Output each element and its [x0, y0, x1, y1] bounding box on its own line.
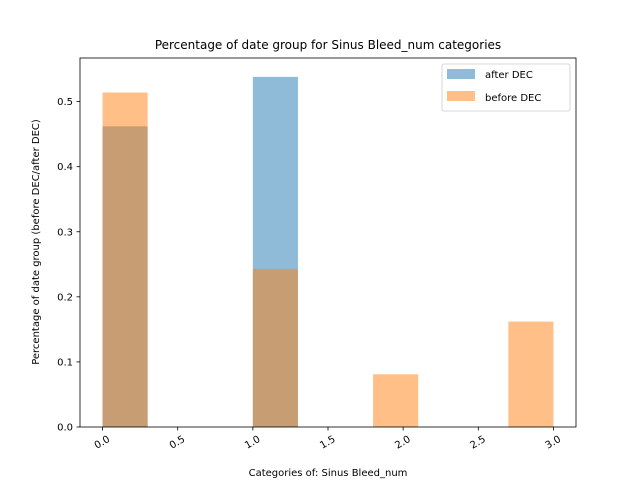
- y-tick-label: 0.2: [57, 292, 73, 303]
- y-axis-label: Percentage of date group (before DEC/aft…: [31, 119, 42, 365]
- x-tick-label: 0.5: [168, 434, 187, 451]
- y-tick-label: 0.5: [57, 97, 73, 108]
- y-tick-label: 0.0: [57, 423, 73, 434]
- legend-label-after-dec: after DEC: [485, 70, 533, 81]
- legend-swatch-after-dec: [447, 69, 475, 79]
- legend-label-before-dec: before DEC: [485, 93, 541, 104]
- bar-before-dec-1: [252, 268, 298, 427]
- x-axis-ticks: 0.0 0.5 1.0 1.5 2.0 2.5 3.0: [93, 427, 563, 452]
- bar-before-dec-0: [102, 92, 148, 427]
- chart-title: Percentage of date group for Sinus Bleed…: [155, 38, 501, 52]
- legend: after DEC before DEC: [441, 63, 571, 112]
- y-axis-ticks: 0.0 0.1 0.2 0.3 0.4 0.5: [57, 97, 80, 434]
- bar-before-dec-2: [373, 374, 419, 427]
- x-tick-label: 2.5: [469, 434, 488, 451]
- y-tick-label: 0.3: [57, 227, 73, 238]
- x-tick-label: 1.5: [318, 434, 337, 451]
- x-tick-label: 2.0: [393, 434, 412, 451]
- plot-frame: [79, 57, 577, 428]
- bar-before-dec-3: [508, 321, 554, 427]
- x-tick-label: 3.0: [544, 434, 563, 451]
- bars-group: [102, 76, 554, 427]
- x-tick-label: 0.0: [93, 434, 112, 451]
- y-tick-label: 0.4: [57, 162, 73, 173]
- y-tick-label: 0.1: [57, 357, 73, 368]
- legend-swatch-before-dec: [447, 91, 475, 101]
- x-axis-label: Categories of: Sinus Bleed_num: [249, 468, 408, 479]
- x-tick-label: 1.0: [243, 434, 262, 451]
